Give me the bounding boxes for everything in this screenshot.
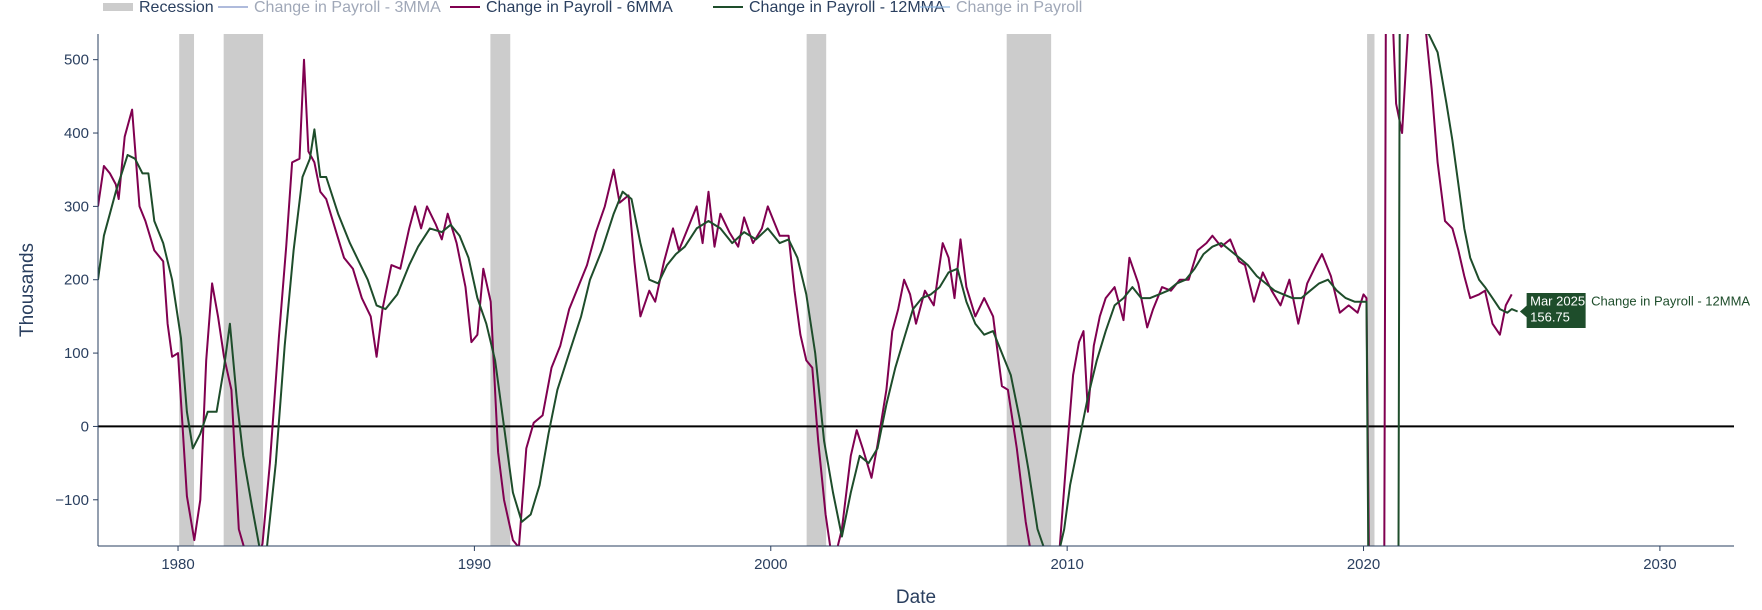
legend-item-recession[interactable]: Recession	[103, 0, 214, 16]
recession-band	[179, 34, 195, 546]
hover-date: Mar 2025	[1530, 293, 1585, 308]
hover-tooltip-box	[1518, 291, 1587, 329]
legend-label: Change in Payroll - 12MMA	[749, 0, 945, 16]
legend[interactable]: Recession Change in Payroll - 3MMA Change …	[103, 0, 1082, 16]
y-tick-label: −100	[55, 492, 89, 509]
recession-band	[223, 34, 264, 546]
axes: −100 0 100 200 300 400 500 1980 1990 2000 2010 2020…	[17, 34, 1734, 608]
series-lines	[98, 30, 1518, 555]
y-axis-title: Thousands	[17, 243, 38, 337]
y-tick-label: 0	[81, 418, 89, 435]
recession-band	[1006, 34, 1052, 546]
legend-item-payroll[interactable]: Change in Payroll	[920, 0, 1082, 16]
legend-item-3mma[interactable]: Change in Payroll - 3MMA	[218, 0, 441, 16]
legend-label: Change in Payroll - 3MMA	[254, 0, 441, 16]
y-tick-label: 500	[64, 52, 89, 69]
legend-item-6mma[interactable]: Change in Payroll - 6MMA	[450, 0, 673, 16]
recession-band	[806, 34, 827, 546]
x-tick-label: 2000	[754, 556, 787, 573]
x-tick-label: 1990	[458, 556, 491, 573]
x-tick-label: 2030	[1643, 556, 1676, 573]
hover-series-name: Change in Payroll - 12MMA	[1591, 293, 1750, 308]
x-tick-label: 2020	[1347, 556, 1380, 573]
legend-label: Recession	[139, 0, 214, 16]
legend-label: Change in Payroll - 6MMA	[486, 0, 673, 16]
legend-item-12mma[interactable]: Change in Payroll - 12MMA	[713, 0, 945, 16]
recession-bands	[179, 34, 1375, 546]
y-tick-label: 400	[64, 125, 89, 142]
legend-label: Change in Payroll	[956, 0, 1082, 16]
hover-value: 156.75	[1530, 309, 1570, 324]
y-tick-label: 200	[64, 272, 89, 289]
y-tick-label: 300	[64, 198, 89, 215]
recession-band	[490, 34, 511, 546]
series-line-12mma[interactable]	[98, 30, 1518, 555]
x-axis-title: Date	[896, 587, 936, 608]
y-tick-label: 100	[64, 345, 89, 362]
x-tick-label: 1980	[161, 556, 194, 573]
x-tick-label: 2010	[1050, 556, 1083, 573]
recession-band	[1367, 34, 1375, 546]
